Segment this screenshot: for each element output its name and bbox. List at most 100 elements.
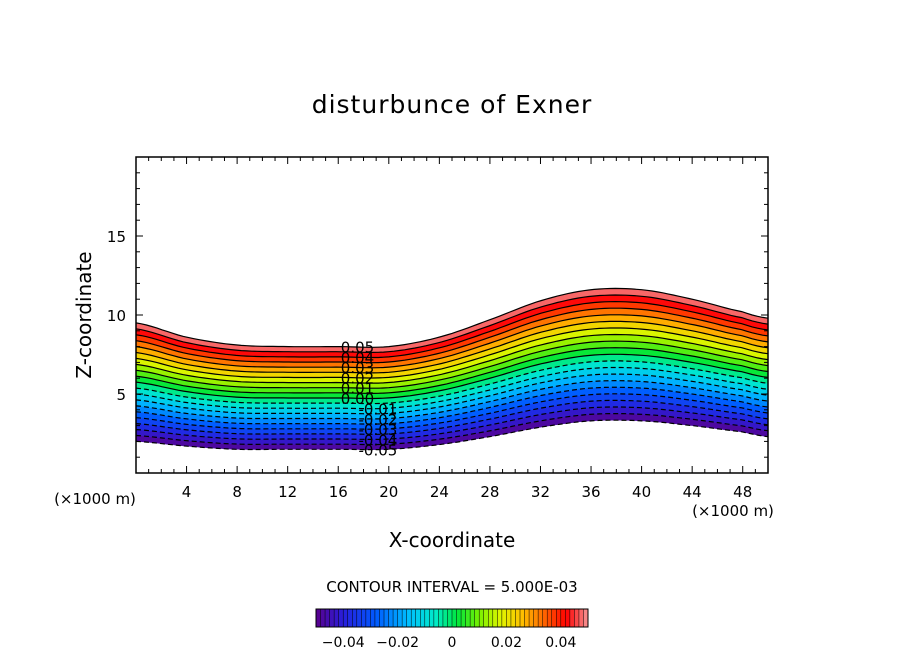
x-tick-label: 32	[531, 483, 550, 501]
colorbar-cell	[583, 609, 589, 627]
contour-line	[136, 413, 768, 446]
colorbar-cell	[379, 609, 385, 627]
colorbar-cell	[538, 609, 543, 627]
colorbar-tick-labels: −0.04 −0.02 0 0.02 0.04	[322, 635, 577, 651]
colorbar-cell	[501, 609, 507, 627]
x-tick-labels: 4 8 12 16 20 24 28 32 36 40 44 48	[182, 483, 752, 501]
colorbar-cell	[397, 609, 403, 627]
x-unit-right: (×1000 m)	[692, 502, 774, 520]
x-axis-label: X-coordinate	[389, 528, 516, 552]
colorbar-cell	[388, 609, 394, 627]
contour-label: 0.05	[341, 339, 374, 357]
colorbar-tick-label: −0.02	[376, 635, 419, 651]
contour-label: 0.02	[341, 369, 374, 387]
contour-line	[136, 393, 768, 430]
colorbar-cell	[415, 609, 421, 627]
colorbar-cell	[338, 609, 344, 627]
contour-line	[136, 360, 768, 405]
contour-interval-text: CONTOUR INTERVAL = 5.000E-03	[326, 578, 577, 596]
colorbar-cell	[393, 609, 398, 627]
colorbar-cell	[456, 609, 462, 627]
colorbar-tick-label: 0	[448, 635, 457, 651]
colorbar-cell	[433, 609, 439, 627]
colorbar-cell	[370, 609, 376, 627]
x-tick-label: 44	[683, 483, 702, 501]
contour-line	[136, 294, 768, 353]
x-tick-label: 48	[733, 483, 752, 501]
colorbar-cell	[556, 609, 562, 627]
colorbar-cell	[560, 609, 566, 627]
colorbar-cell	[334, 609, 339, 627]
x-unit-left: (×1000 m)	[54, 490, 136, 508]
colorbar-cell	[578, 609, 584, 627]
contour-line	[136, 373, 768, 415]
colorbar-cell	[483, 609, 489, 627]
contour-label: 0.01	[341, 380, 374, 398]
y-axis-label: Z-coordinate	[72, 251, 96, 378]
chart-title: disturbunce of Exner	[312, 90, 593, 119]
contour-line	[136, 406, 768, 440]
contour-label: -0.01	[359, 401, 398, 419]
contour-line	[136, 300, 768, 359]
x-tick-label: 24	[430, 483, 449, 501]
colorbar-cell	[365, 609, 371, 627]
contour-line	[136, 327, 768, 379]
contour-label: 0.00	[341, 390, 374, 408]
colorbar-cell	[542, 609, 548, 627]
colorbar-cell	[533, 609, 539, 627]
colorbar-tick-label: 0.04	[545, 635, 576, 651]
contour-line	[136, 340, 768, 389]
contour-labels: 0.050.040.030.020.010.00-0.01-0.02-0.03-…	[341, 339, 398, 460]
colorbar-cell	[569, 609, 575, 627]
contour-line	[136, 379, 768, 420]
colorbar-cell	[551, 609, 557, 627]
x-tick-label: 12	[278, 483, 297, 501]
y-tick-labels: 5 10 15	[107, 228, 126, 404]
colorbar-cell	[406, 609, 412, 627]
colorbar-cell	[329, 609, 335, 627]
colorbar-cell	[424, 609, 430, 627]
colorbar-cell	[547, 609, 553, 627]
colorbar-cell	[474, 609, 480, 627]
colorbar-cell	[352, 609, 358, 627]
axis-ticks	[136, 157, 768, 473]
contour-label: -0.02	[359, 411, 398, 429]
colorbar-cell	[565, 609, 571, 627]
x-tick-label: 40	[632, 483, 651, 501]
x-tick-label: 4	[182, 483, 192, 501]
x-tick-label: 20	[379, 483, 398, 501]
contour-label: -0.05	[359, 442, 398, 460]
contour-line	[136, 353, 768, 400]
colorbar-cell	[574, 609, 580, 627]
y-tick-label: 15	[107, 228, 126, 246]
colorbar-frame	[315, 608, 589, 628]
contour-line	[136, 419, 768, 451]
contour-line	[136, 399, 768, 435]
colorbar-cell	[452, 609, 457, 627]
colorbar-cell	[510, 609, 516, 627]
contour-line	[136, 386, 768, 425]
colorbar-cell	[429, 609, 435, 627]
x-tick-label: 8	[232, 483, 242, 501]
x-tick-label: 16	[329, 483, 348, 501]
colorbar-cell	[343, 609, 349, 627]
contour-bands	[136, 288, 768, 450]
colorbar-cell	[515, 609, 521, 627]
contour-lines	[136, 287, 768, 451]
colorbar-tick-label: 0.02	[491, 635, 522, 651]
colorbar-cell	[470, 609, 475, 627]
colorbar-tick-label: −0.04	[322, 635, 365, 651]
colorbar-cell	[325, 609, 330, 627]
contour-line	[136, 287, 768, 348]
colorbar-cell	[361, 609, 367, 627]
colorbar-cell	[356, 609, 362, 627]
y-tick-label: 10	[107, 307, 126, 325]
colorbar-cell	[384, 609, 389, 627]
colorbar-cell	[479, 609, 485, 627]
colorbar-cell	[497, 609, 503, 627]
colorbar-cell	[347, 609, 353, 627]
colorbar-cell	[488, 609, 494, 627]
contour-line	[136, 347, 768, 395]
colorbar-cell	[402, 609, 407, 627]
